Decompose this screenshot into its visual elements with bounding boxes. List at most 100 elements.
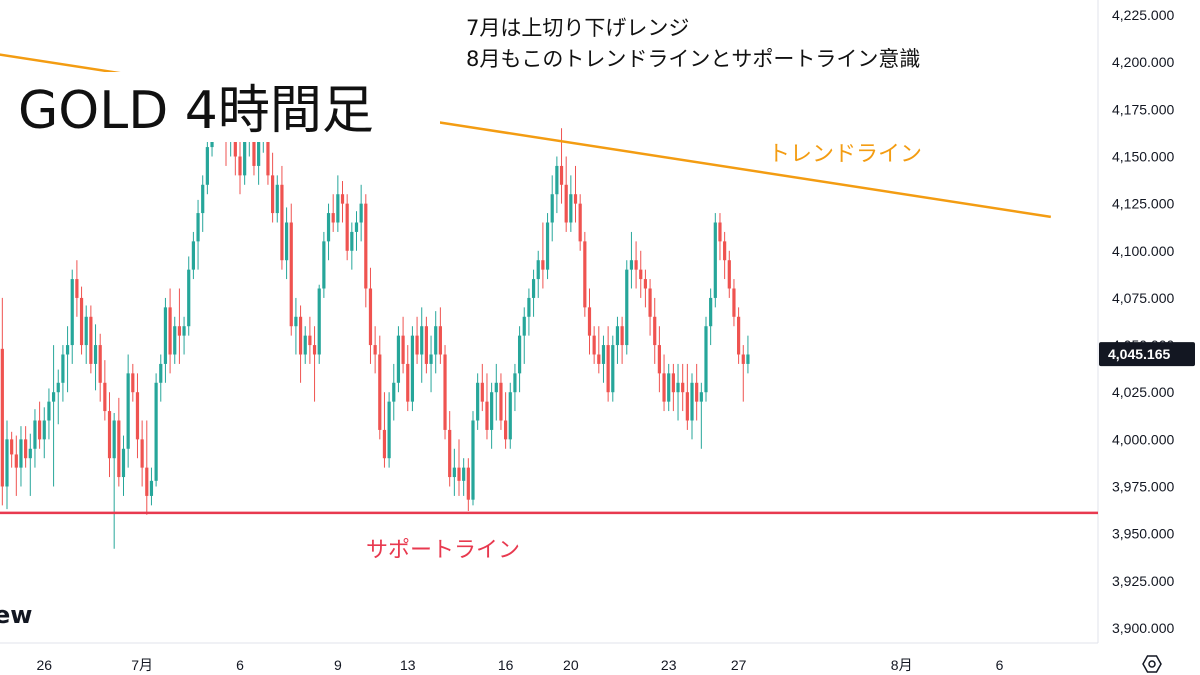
candle [615, 316, 620, 364]
candle-body [0, 348, 4, 487]
candle [65, 326, 70, 393]
candle-body [508, 392, 512, 440]
candle [648, 279, 652, 336]
candle [154, 373, 158, 487]
candle [373, 326, 377, 374]
candle [504, 392, 508, 449]
candle-body [718, 222, 722, 242]
candle-body [140, 439, 144, 468]
candle [126, 354, 130, 468]
candle-body [448, 429, 452, 478]
time-tick-label: 23 [661, 657, 677, 673]
candle [79, 286, 84, 355]
candle [322, 231, 326, 298]
candle [517, 326, 522, 393]
candle-body [131, 373, 135, 393]
candle-body [462, 467, 466, 481]
candle-body [145, 467, 149, 496]
candle [182, 316, 186, 355]
candle [117, 397, 121, 487]
candle [657, 326, 661, 393]
candle [0, 297, 4, 506]
candle [723, 231, 727, 280]
candle [308, 316, 312, 364]
candle [424, 316, 428, 374]
candle-body [61, 354, 65, 383]
candle-body [564, 184, 568, 223]
candle-body [308, 335, 312, 346]
candle-body [135, 392, 140, 440]
price-tick-label: 4,200.000 [1112, 54, 1174, 70]
price-axis[interactable]: 4,225.000 4,200.000 4,175.000 4,150.000 4,12… [1112, 7, 1174, 636]
candle-body [587, 307, 592, 336]
candle [378, 335, 382, 440]
settings-icon-center [1148, 660, 1156, 668]
candle [410, 326, 415, 412]
candle-body [24, 439, 28, 459]
candle-body [187, 269, 191, 327]
candle-body [112, 420, 116, 459]
candle-body [107, 411, 112, 459]
candle-body [340, 194, 345, 204]
candle-body [629, 260, 634, 270]
candle [47, 388, 51, 440]
candle-body [38, 420, 42, 440]
price-tick-label: 4,225.000 [1112, 7, 1174, 23]
candle-body [443, 354, 447, 430]
candle-body [154, 382, 158, 481]
candle [14, 435, 18, 496]
candle-body [317, 288, 321, 355]
candle-body [480, 382, 484, 402]
candle-body [541, 260, 545, 270]
settings-icon[interactable] [1142, 655, 1162, 673]
candle [107, 392, 112, 478]
candle [5, 420, 9, 510]
candle [382, 392, 387, 468]
note-line-1: 7月は上切り下げレンジ [466, 16, 689, 40]
candle-body [424, 326, 428, 364]
candle-body [699, 392, 703, 402]
candle [592, 326, 596, 364]
time-axis[interactable]: 26 7月 6 9 13 16 20 23 27 8月 6 [36, 657, 1003, 673]
candle-body [531, 279, 536, 298]
candle-body [713, 222, 717, 298]
candle-body [84, 316, 88, 346]
time-tick-label: 8月 [891, 657, 913, 673]
candle-body [410, 335, 415, 402]
candle-body [359, 203, 363, 223]
candle-body [457, 467, 461, 481]
candle [737, 307, 741, 364]
candle-body [336, 194, 340, 223]
candle [196, 199, 200, 270]
candle-body [611, 345, 615, 393]
candle-body [284, 222, 289, 261]
candle-body [667, 373, 671, 402]
candle [163, 297, 168, 383]
candle [121, 435, 126, 496]
candle [569, 175, 573, 232]
candle [620, 316, 624, 364]
price-tick-label: 4,025.000 [1112, 384, 1174, 400]
candle [485, 373, 489, 440]
time-tick-label: 7月 [131, 657, 153, 673]
candle [457, 439, 461, 496]
candle-body [485, 401, 489, 430]
candle [159, 354, 163, 402]
candle-body [121, 448, 126, 478]
price-tick-label: 4,100.000 [1112, 243, 1174, 259]
candle [345, 194, 349, 261]
candle-body [737, 316, 741, 355]
candle [396, 326, 401, 393]
candle-body [368, 288, 373, 346]
candle-body [294, 316, 298, 327]
candle [205, 141, 209, 195]
candle-body [10, 439, 14, 455]
candle-body [79, 297, 84, 346]
candle [480, 363, 484, 412]
note-line-2: 8月もこのトレンドラインとサポートライン意識 [466, 47, 920, 71]
price-tick-label: 3,925.000 [1112, 573, 1174, 589]
candle-body [14, 454, 18, 468]
last-price-tag: 4,045.165 [1099, 342, 1195, 367]
candle-body [280, 184, 284, 261]
candle-body [676, 382, 680, 393]
